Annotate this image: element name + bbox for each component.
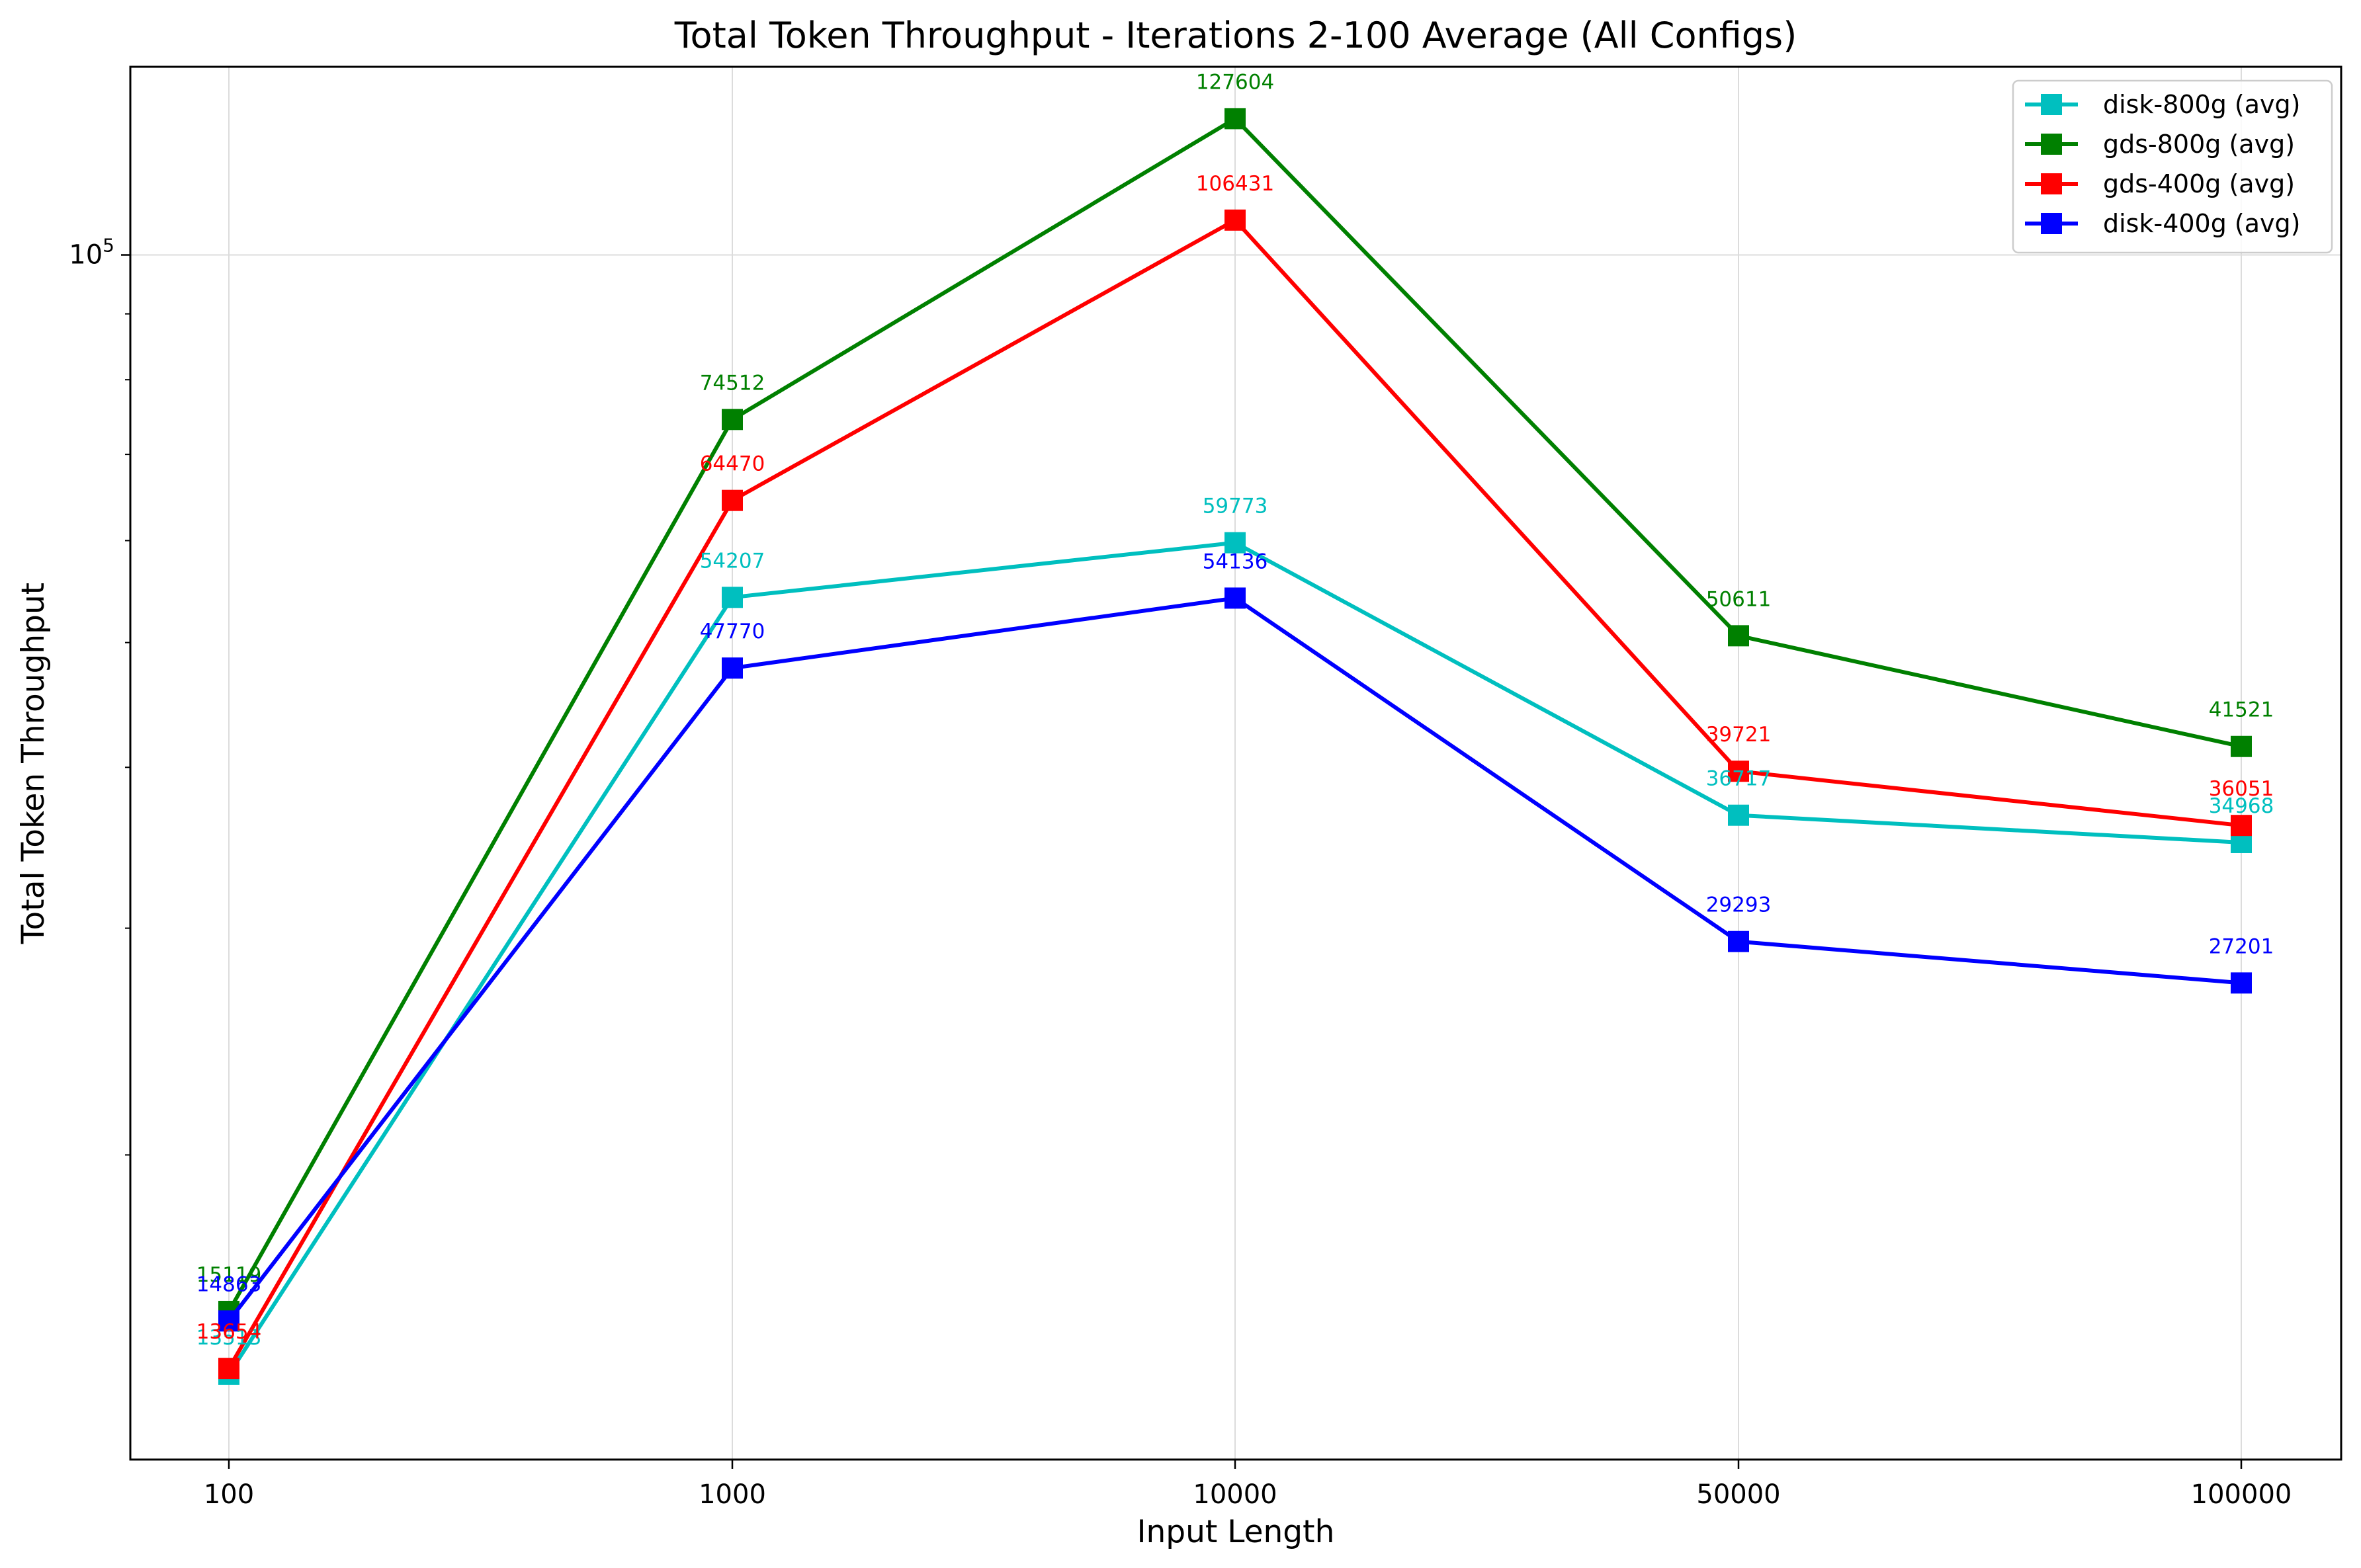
x-axis-label: Input Length <box>1137 1514 1335 1550</box>
legend-entry-label: disk-400g (avg) <box>2103 209 2300 238</box>
data-point-marker <box>1728 804 1749 826</box>
data-label: 59773 <box>1203 495 1268 518</box>
data-point-marker <box>1224 209 1246 231</box>
data-point-marker <box>1224 532 1246 554</box>
data-label: 39721 <box>1706 723 1772 747</box>
data-point-marker <box>722 409 743 431</box>
data-label: 74512 <box>700 371 765 395</box>
y-tick-base: 10 <box>69 240 103 270</box>
chart-title: Total Token Throughput - Iterations 2-10… <box>674 15 1797 56</box>
data-labels-layer: 13513 54207 59773 36717 34968 15119 74512 12760… <box>196 70 2274 1350</box>
data-point-marker <box>2231 735 2252 757</box>
legend-marker-swatch <box>2041 213 2062 234</box>
legend: disk-800g (avg) gds-800g (avg) gds-400g (a… <box>2012 79 2333 254</box>
data-label: 54207 <box>700 549 765 573</box>
data-point-marker <box>2231 815 2252 837</box>
data-label: 64470 <box>700 452 765 476</box>
data-point-marker <box>722 587 743 608</box>
data-label: 47770 <box>700 620 765 643</box>
grid-lines <box>130 67 2341 1460</box>
x-tick-label: 10000 <box>1193 1479 1277 1510</box>
data-label: 127604 <box>1196 70 1274 94</box>
data-point-marker <box>722 489 743 511</box>
data-point-marker <box>1224 587 1246 609</box>
data-label: 27201 <box>2209 934 2274 958</box>
data-label: 13654 <box>196 1320 262 1344</box>
data-point-marker <box>218 1358 239 1380</box>
data-point-marker <box>722 657 743 679</box>
legend-entry-label: gds-800g (avg) <box>2103 130 2295 159</box>
data-label: 13513 <box>196 1326 262 1350</box>
axis-ticks: 100 1000 10000 50000 100000 105 <box>69 235 2292 1510</box>
x-tick-label: 50000 <box>1696 1479 1780 1510</box>
data-label: 15119 <box>196 1263 262 1287</box>
data-label: 54136 <box>1203 550 1268 573</box>
data-point-marker <box>1728 761 1749 782</box>
legend-marker-swatch <box>2041 134 2062 155</box>
data-label: 41521 <box>2209 698 2274 722</box>
data-label: 14863 <box>196 1272 262 1296</box>
data-point-marker <box>2231 972 2252 994</box>
data-label: 34968 <box>2209 794 2274 818</box>
data-label: 50611 <box>1706 587 1772 611</box>
data-point-marker <box>218 1310 239 1332</box>
x-tick-label: 100000 <box>2191 1479 2292 1510</box>
y-tick-label: 105 <box>69 235 114 270</box>
legend-entry-label: gds-400g (avg) <box>2103 169 2295 198</box>
data-label: 29293 <box>1706 893 1772 917</box>
y-axis-label: Total Token Throughput <box>15 583 52 944</box>
y-tick-exponent: 5 <box>103 235 114 257</box>
data-point-marker <box>1728 625 1749 647</box>
legend-frame <box>2012 79 2333 254</box>
data-label: 36717 <box>1706 767 1772 791</box>
legend-entry-label: disk-800g (avg) <box>2103 90 2300 119</box>
series-layer <box>218 108 2252 1385</box>
legend-marker-swatch <box>2041 94 2062 115</box>
data-label: 36051 <box>2209 777 2274 801</box>
data-point-marker <box>1728 930 1749 952</box>
legend-marker-swatch <box>2041 173 2062 194</box>
data-point-marker <box>1224 108 1246 130</box>
x-tick-label: 100 <box>204 1479 254 1510</box>
data-label: 106431 <box>1196 172 1274 196</box>
x-tick-label: 1000 <box>699 1479 766 1510</box>
